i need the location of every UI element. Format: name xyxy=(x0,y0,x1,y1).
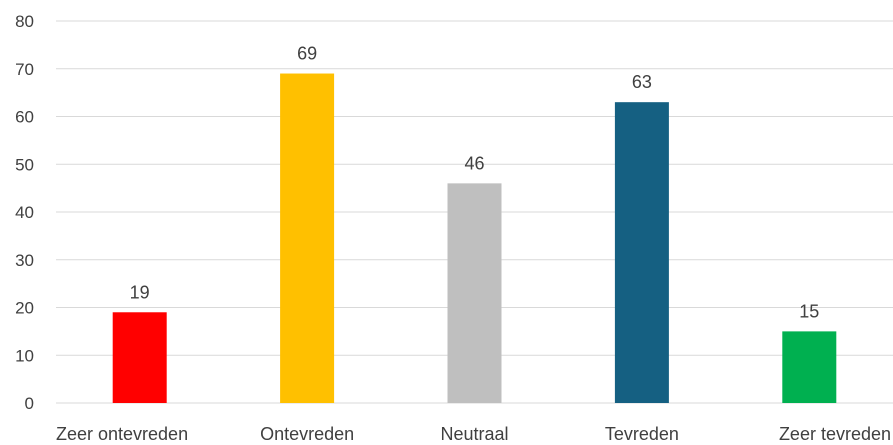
y-tick-label-70: 70 xyxy=(15,60,34,79)
y-tick-label-80: 80 xyxy=(15,12,34,31)
y-axis-tick-labels: 0 10 20 30 40 50 60 70 80 xyxy=(15,12,34,413)
bars xyxy=(112,73,837,404)
y-tick-label-10: 10 xyxy=(15,346,34,365)
category-label-1: Zeer ontevreden xyxy=(56,424,188,444)
bar-1 xyxy=(112,312,167,403)
bar-2 xyxy=(280,73,335,404)
data-label-3: 46 xyxy=(464,153,484,173)
bar-4 xyxy=(614,102,669,404)
category-label-3: Neutraal xyxy=(440,424,508,444)
data-label-4: 63 xyxy=(632,72,652,92)
y-tick-label-50: 50 xyxy=(15,155,34,174)
category-label-4: Tevreden xyxy=(605,424,679,444)
data-label-2: 69 xyxy=(297,44,317,64)
y-tick-label-60: 60 xyxy=(15,108,34,127)
y-tick-label-40: 40 xyxy=(15,203,34,222)
bar-5 xyxy=(782,331,837,403)
data-labels: 19 69 46 63 15 xyxy=(130,44,820,322)
category-label-5: Zeer tevreden xyxy=(779,424,891,444)
category-labels: Zeer ontevreden Ontevreden Neutraal Tevrede… xyxy=(56,424,891,444)
category-label-2: Ontevreden xyxy=(260,424,354,444)
y-tick-label-20: 20 xyxy=(15,299,34,318)
data-label-5: 15 xyxy=(799,301,819,321)
y-tick-label-30: 30 xyxy=(15,251,34,270)
data-label-1: 19 xyxy=(130,282,150,302)
bar-3 xyxy=(447,183,502,403)
y-tick-label-0: 0 xyxy=(25,394,34,413)
